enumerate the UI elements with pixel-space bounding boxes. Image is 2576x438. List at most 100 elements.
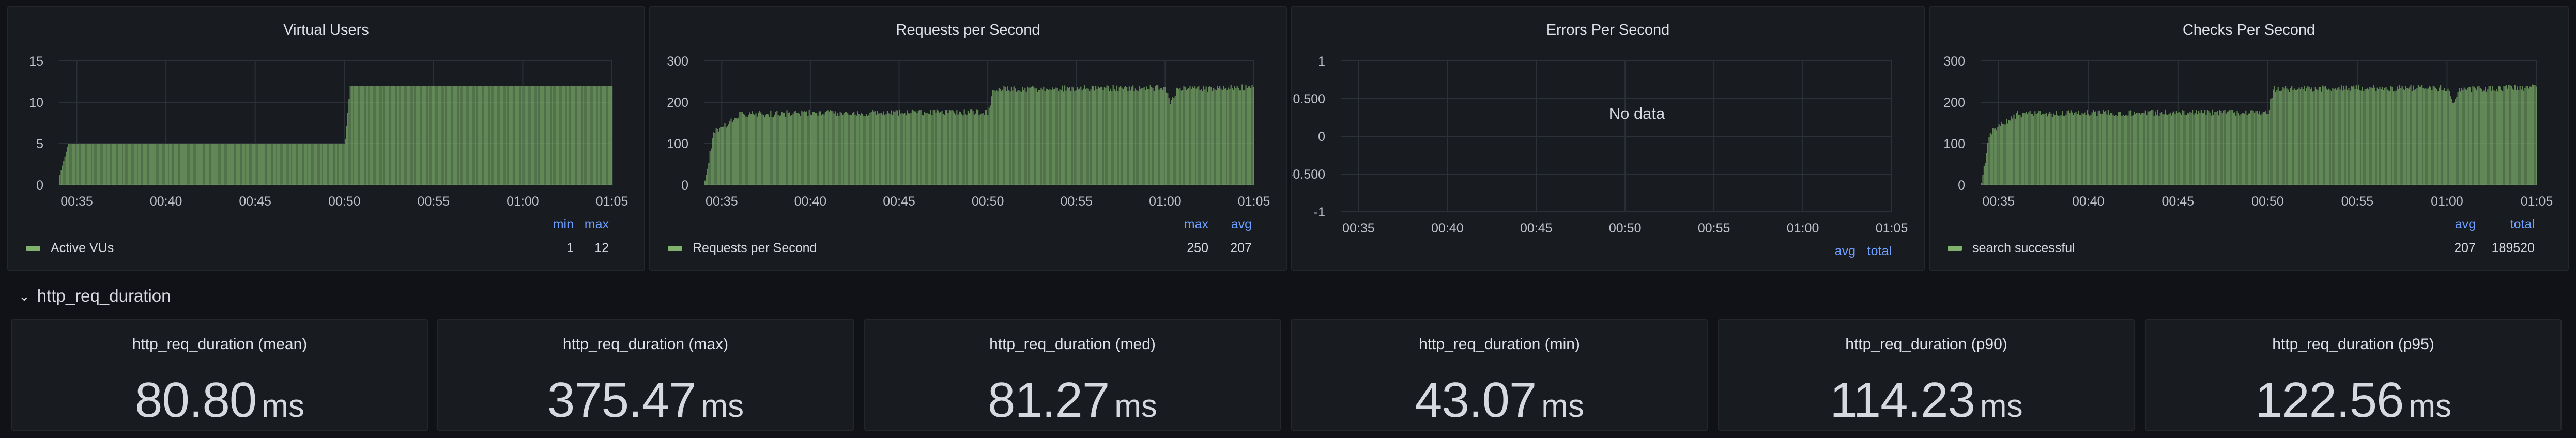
panel-virtual-users[interactable]: Virtual Users 0 5 10 15 00:35 00:40 00:45 00:50… [7,6,645,271]
series-bar [1225,88,1227,185]
series-bar [74,144,75,185]
series-bar [572,86,573,185]
stat-panel-max[interactable]: http_req_duration (max) 375.47 ms [437,319,854,431]
series-bar [380,86,382,185]
series-bar [1140,88,1141,185]
panel-requests-per-second[interactable]: Requests per Second 0 100 200 300 00:35 00:40… [649,6,1287,271]
y-tick-label: 0.500 [1293,92,1325,106]
series-bar [1998,124,2000,185]
row-header-http-req-duration[interactable]: ⌄ http_req_duration [19,286,171,306]
stat-panel-mean[interactable]: http_req_duration (mean) 80.80 ms [11,319,428,431]
series-bar [2320,87,2321,185]
series-bar [903,114,904,185]
series-bar [2420,87,2421,185]
series-bar [2343,86,2344,185]
series-bar [173,144,175,185]
y-tick-label: 10 [29,96,43,110]
series-bar [800,116,801,185]
series-bar [2496,89,2497,185]
stat-panel-p90[interactable]: http_req_duration (p90) 114.23 ms [1718,319,2135,431]
series-bar [2307,86,2309,185]
series-bar [175,144,176,185]
series-bar [487,86,489,185]
panel-errors-per-second[interactable]: Errors Per Second -1 -0.500 0 0.500 1 00:35 00… [1291,6,1925,271]
legend-series-name: Active VUs [51,241,114,255]
series-bar [76,144,78,185]
series-bar [394,86,396,185]
series-bar [482,86,484,185]
series-bar [817,115,819,185]
series-bar [1250,88,1252,185]
stat-number: 80.80 [135,372,257,428]
series-bar [451,86,453,185]
y-tick-label: 200 [667,96,688,110]
series-bar [2329,89,2331,185]
series-bar [556,86,557,185]
series-bar [2142,113,2144,185]
series-bar [2245,110,2247,185]
series-bar [368,86,370,185]
series-bar [1193,88,1194,185]
x-tick-label: 00:40 [794,194,827,209]
series-bar [2162,114,2164,185]
series-bar [784,112,785,185]
x-tick-label: 00:50 [972,194,1004,209]
series-bar [2155,111,2156,185]
series-bar [1209,86,1210,185]
stat-panel-med[interactable]: http_req_duration (med) 81.27 ms [864,319,1281,431]
series-bar [1028,87,1030,185]
series-bar [2057,115,2058,185]
series-bar [946,110,948,185]
series-bar [176,144,177,185]
series-bar [2178,112,2180,185]
series-bar [161,144,162,185]
series-bar [152,144,154,185]
series-bar [2279,91,2280,185]
series-bar [430,86,432,185]
series-bar [2273,89,2274,185]
series-bar [2113,116,2115,185]
stat-panel-min[interactable]: http_req_duration (min) 43.07 ms [1291,319,1708,431]
series-bar [425,86,427,185]
series-bar [2491,90,2492,185]
series-bar [150,144,151,185]
series-bar [537,86,539,185]
series-bar [126,144,128,185]
series-bar [2326,88,2327,185]
series-bar [774,115,775,185]
series-bar [167,144,168,185]
series-bar [2048,113,2049,185]
x-tick-label: 00:40 [150,194,182,209]
series-bar [977,109,979,185]
series-bar [85,144,87,185]
series-bar [413,86,415,185]
series-bar [272,144,274,185]
series-bar [2391,87,2393,185]
series-bar [2509,85,2511,185]
series-bar [1029,87,1031,185]
y-tick-label: 200 [1943,96,1965,110]
series-bar [444,86,446,185]
legend-swatch [26,246,40,251]
series-bar [2127,115,2129,185]
series-bar [831,111,832,185]
series-bar [2441,90,2443,185]
series-bar [548,86,549,185]
series-bar [145,144,146,185]
x-tick-label: 00:45 [883,194,915,209]
series-bar [909,113,911,185]
series-bar [1228,87,1229,185]
series-bar [2283,88,2285,185]
stat-panel-p95[interactable]: http_req_duration (p95) 122.56 ms [2145,319,2562,431]
series-bar [156,144,158,185]
series-bar [2289,92,2290,185]
series-bar [975,113,976,185]
series-bar [221,144,222,185]
series-bar [1205,86,1207,185]
series-bar [2196,110,2197,185]
chevron-down-icon[interactable]: ⌄ [19,288,30,304]
series-bar [2355,85,2357,185]
series-bar [2440,85,2442,185]
panel-checks-per-second[interactable]: Checks Per Second 0 100 200 300 00:35 00:40 00… [1929,6,2569,271]
series-bar [557,86,558,185]
